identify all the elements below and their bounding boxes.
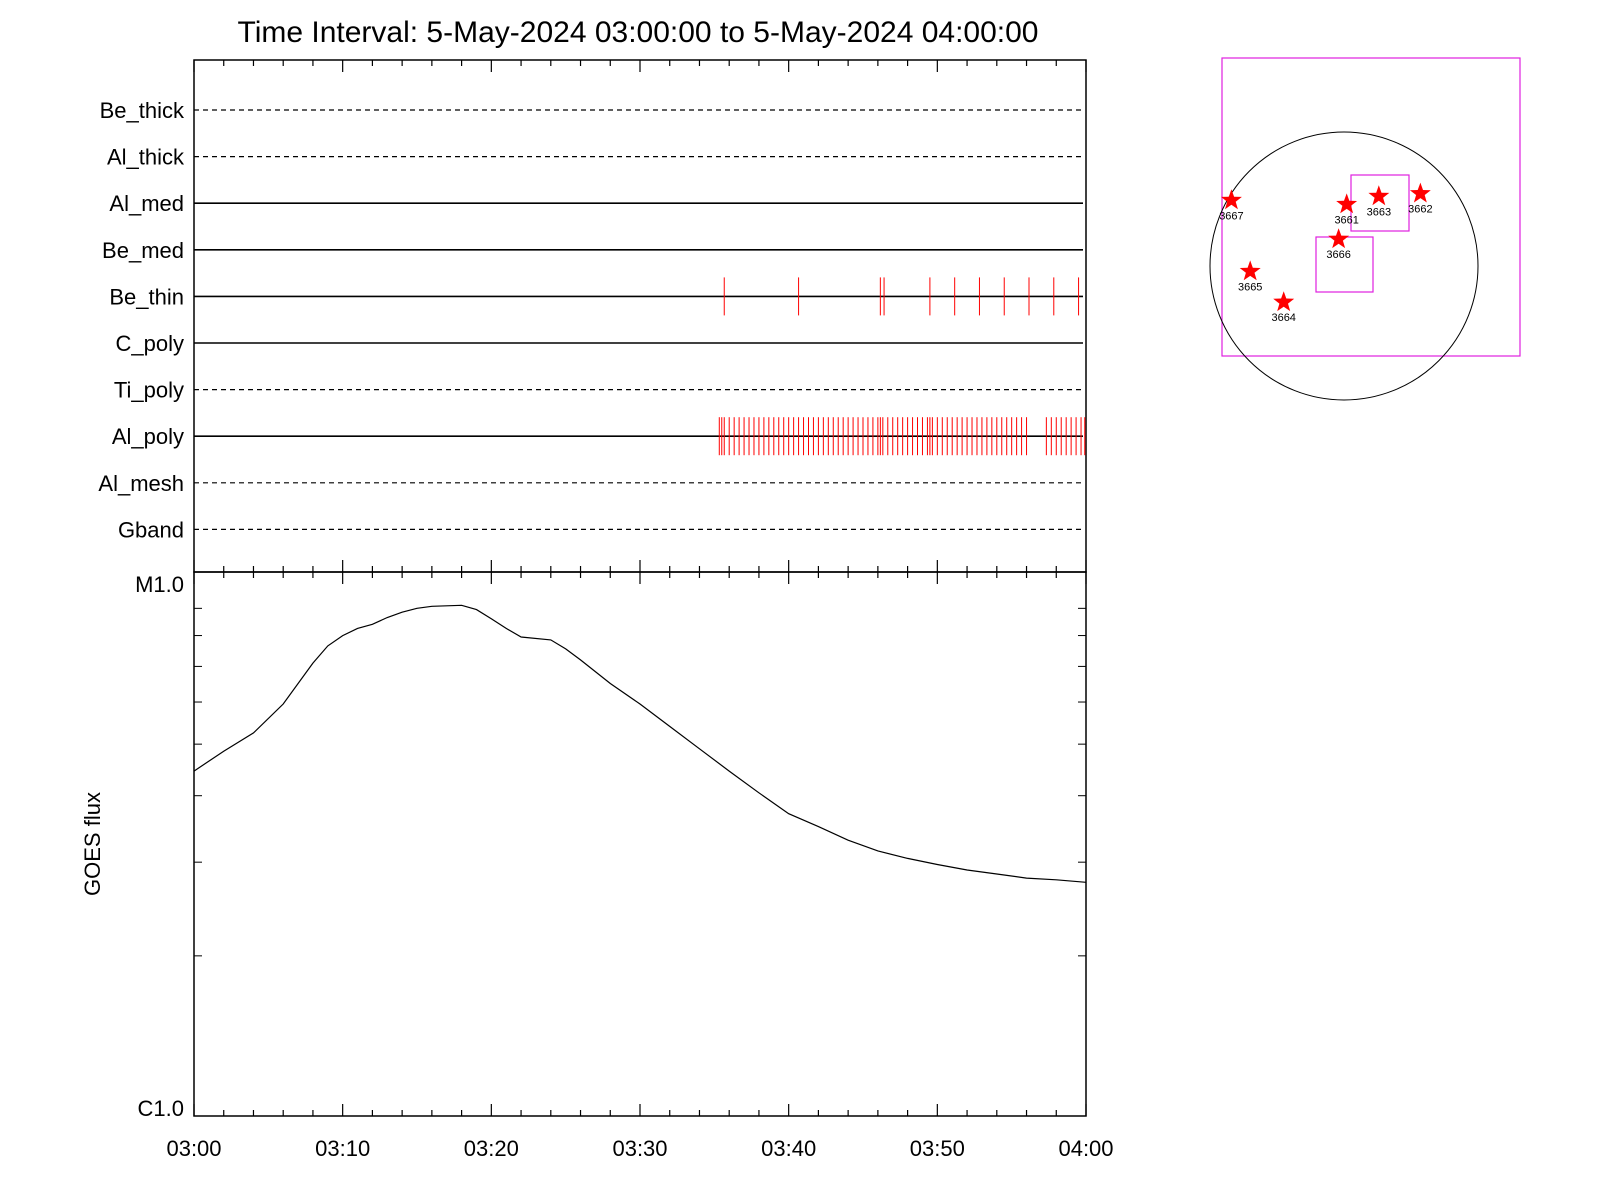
x-tick-label: 03:20: [464, 1136, 519, 1161]
channel-label-Al_mesh: Al_mesh: [98, 471, 184, 496]
x-tick-labels: 03:00 03:10 03:20 03:30 03:40 03:50 04:00: [166, 1136, 1113, 1161]
x-tick-label: 03:30: [612, 1136, 667, 1161]
y-tick-label-top: M1.0: [135, 572, 184, 597]
channel-rows: Be_thick Al_thick Al_med Be_med Be_thin C_pol…: [98, 98, 1083, 542]
solar-map: 3667 3661 3663 3662 3666 3665 3664: [1209, 57, 1521, 401]
x-tick-label: 03:50: [910, 1136, 965, 1161]
channel-label-Al_poly: Al_poly: [112, 424, 184, 449]
region-star-3661: [1336, 193, 1358, 214]
region-label-3667: 3667: [1219, 210, 1243, 222]
top-axis-ticks: [193, 60, 1087, 72]
channel-label-Al_med: Al_med: [109, 191, 184, 216]
region-label-3662: 3662: [1408, 204, 1432, 216]
event-panel-frame: [193, 59, 1087, 573]
region-label-3661: 3661: [1334, 214, 1358, 226]
region-label-3666: 3666: [1326, 249, 1350, 261]
channel-label-Al_thick: Al_thick: [107, 145, 185, 170]
channel-label-Be_thin: Be_thin: [109, 284, 184, 309]
goes-flux-line: [193, 604, 1087, 883]
channel-label-Ti_poly: Ti_poly: [114, 378, 184, 403]
channel-label-Gband: Gband: [118, 517, 184, 542]
region-label-3663: 3663: [1367, 206, 1391, 218]
region-star-3666: [1328, 228, 1350, 249]
event-panel: Be_thick Al_thick Al_med Be_med Be_thin C_pol…: [98, 59, 1087, 573]
goes-panel-frame: [193, 571, 1087, 1117]
region-label-3665: 3665: [1238, 281, 1262, 293]
event-ticks: [718, 277, 1086, 456]
region-box-3663: [1350, 174, 1410, 232]
channel-label-Be_med: Be_med: [102, 238, 184, 263]
goes-axis-ticks: [193, 560, 1087, 1116]
region-label-3664: 3664: [1271, 312, 1295, 324]
region-star-3662: [1409, 182, 1431, 203]
channel-label-Be_thick: Be_thick: [100, 98, 185, 123]
region-star-3665: [1239, 260, 1261, 281]
region-star-3664: [1273, 291, 1295, 312]
fov-box: [1221, 57, 1521, 357]
y-axis-label: GOES flux: [80, 792, 105, 896]
x-tick-label: 03:10: [315, 1136, 370, 1161]
solar-disk: [1209, 131, 1479, 401]
region-star-3667: [1221, 189, 1242, 210]
region-star-3663: [1368, 185, 1390, 206]
chart-title: Time Interval: 5-May-2024 03:00:00 to 5-…: [237, 16, 1038, 49]
x-tick-label: 04:00: [1058, 1136, 1113, 1161]
active-region-markers: 3667 3661 3663 3662 3666 3665 3664: [1219, 182, 1433, 324]
channel-label-C_poly: C_poly: [116, 331, 184, 356]
goes-panel: M1.0 C1.0 GOES flux 03:00 03:10 03:20 03:30…: [80, 560, 1114, 1161]
region-box-3666: [1315, 236, 1374, 293]
y-tick-label-bottom: C1.0: [138, 1096, 184, 1121]
x-tick-label: 03:00: [166, 1136, 221, 1161]
x-tick-label: 03:40: [761, 1136, 816, 1161]
